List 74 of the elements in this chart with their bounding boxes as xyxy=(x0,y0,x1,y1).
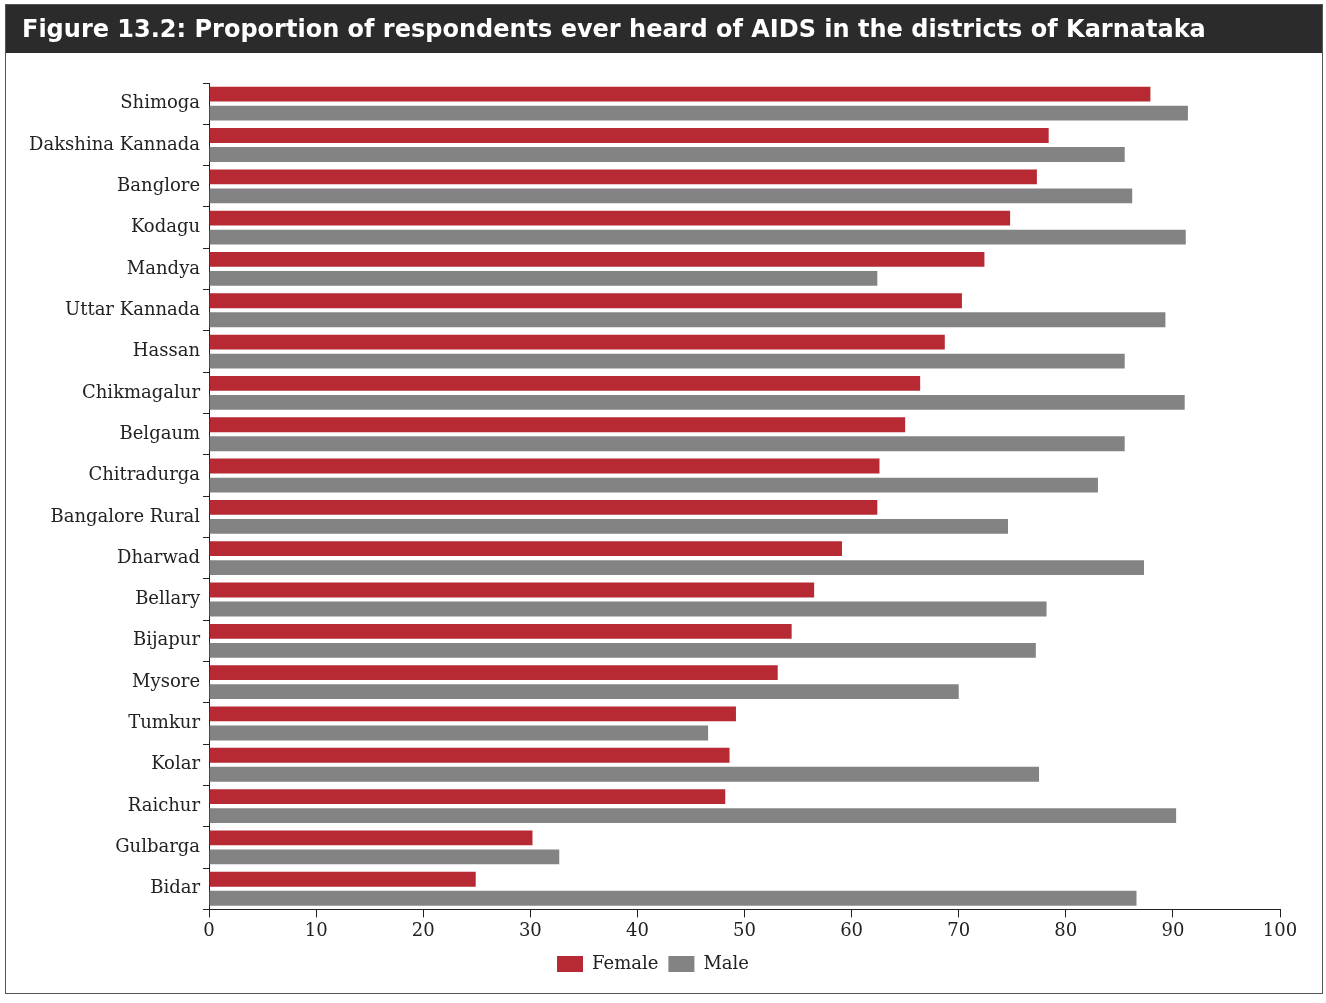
y-tick-label: Mandya xyxy=(126,256,201,278)
x-tick-label: 40 xyxy=(625,918,649,940)
bar xyxy=(209,890,1137,906)
y-tick-label: Chitradurga xyxy=(88,463,201,485)
bar xyxy=(209,394,1185,410)
y-tick-label: Banglore xyxy=(117,173,201,195)
bar xyxy=(209,229,1186,245)
x-tick-label: 100 xyxy=(1262,918,1298,940)
bar xyxy=(209,684,959,700)
bar xyxy=(209,147,1125,162)
x-tick-label: 60 xyxy=(840,918,864,940)
y-tick-label: Belgaum xyxy=(119,421,201,443)
y-tick-label: Gulbarga xyxy=(115,835,201,857)
x-tick-label: 90 xyxy=(1161,918,1185,940)
legend-label: Male xyxy=(703,951,749,973)
y-tick-label: Uttar Kannada xyxy=(65,297,201,319)
bar xyxy=(209,560,1144,576)
bar xyxy=(209,747,730,763)
bar xyxy=(209,808,1177,824)
bar xyxy=(209,725,709,741)
bar xyxy=(209,665,778,681)
y-tick-label: Bijapur xyxy=(133,628,201,650)
bar xyxy=(209,849,560,865)
bar xyxy=(209,623,792,639)
bar xyxy=(209,706,736,722)
bar xyxy=(209,766,1040,782)
bar xyxy=(209,210,1011,226)
bar xyxy=(209,293,962,309)
y-tick-label: Bellary xyxy=(135,587,201,609)
bar xyxy=(209,518,1008,534)
bar xyxy=(209,541,842,557)
chart-title: Figure 13.2: Proportion of respondents ever heard of AIDS in the districts of Karnataka xyxy=(6,5,1322,53)
bar xyxy=(209,582,815,598)
bar xyxy=(209,353,1125,369)
x-tick-label: 20 xyxy=(411,918,435,940)
bar xyxy=(209,830,533,846)
bar xyxy=(209,105,1188,121)
bar xyxy=(209,789,726,805)
bar xyxy=(209,436,1125,452)
bar xyxy=(209,375,921,391)
y-tick-label: Hassan xyxy=(132,339,201,361)
bar xyxy=(209,169,1037,185)
bar xyxy=(209,601,1047,617)
y-tick-label: Kolar xyxy=(151,752,201,774)
bar xyxy=(209,271,878,286)
y-tick-label: Tumkur xyxy=(128,711,201,733)
bar xyxy=(209,458,880,474)
bar xyxy=(209,128,1049,143)
y-tick-label: Bidar xyxy=(150,876,201,898)
bar xyxy=(209,417,906,433)
legend-label: Female xyxy=(592,951,659,973)
y-tick-label: Dakshina Kannada xyxy=(28,132,201,154)
bar xyxy=(209,642,1036,658)
y-tick-label: Mysore xyxy=(132,669,201,691)
x-tick-label: 10 xyxy=(304,918,328,940)
bar xyxy=(209,477,1098,493)
x-tick-label: 0 xyxy=(203,918,215,940)
y-tick-label: Kodagu xyxy=(130,215,201,237)
x-tick-label: 50 xyxy=(733,918,756,940)
bar xyxy=(209,86,1151,102)
bar xyxy=(209,871,476,887)
bar xyxy=(209,334,945,350)
y-tick-label: Raichur xyxy=(127,793,201,815)
x-tick-label: 70 xyxy=(947,918,971,940)
y-tick-label: Dharwad xyxy=(117,545,201,567)
y-tick-label: Chikmagalur xyxy=(82,380,201,402)
bar xyxy=(209,312,1166,328)
x-tick-label: 80 xyxy=(1054,918,1078,940)
bar xyxy=(209,499,878,515)
x-tick-label: 30 xyxy=(518,918,542,940)
bar xyxy=(209,188,1133,204)
y-tick-label: Bangalore Rural xyxy=(50,504,201,526)
bar xyxy=(209,252,985,267)
y-tick-label: Shimoga xyxy=(120,91,201,113)
